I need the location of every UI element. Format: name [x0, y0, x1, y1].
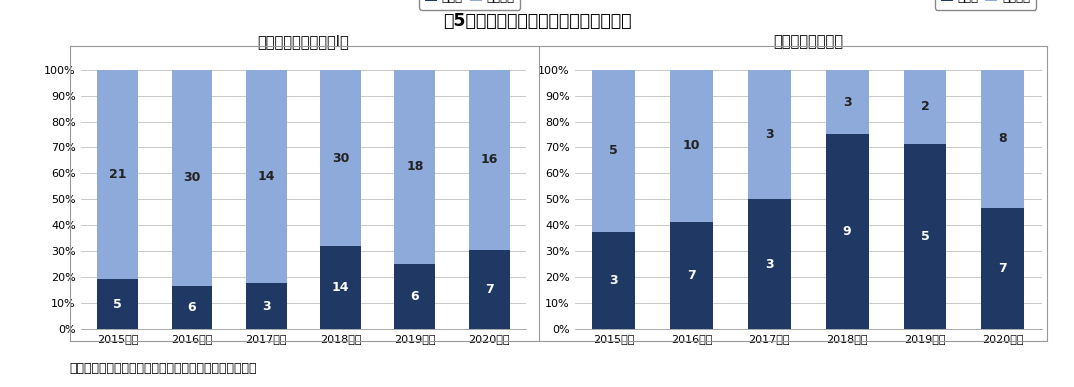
Bar [320, 70, 361, 247]
Bar [826, 70, 869, 134]
Text: 30: 30 [184, 171, 201, 184]
Text: 7: 7 [999, 262, 1007, 275]
Bar [98, 70, 139, 279]
Text: 8: 8 [999, 132, 1007, 145]
Bar [246, 283, 287, 329]
Text: 21: 21 [108, 168, 127, 181]
Bar [394, 70, 435, 264]
Text: 7: 7 [484, 283, 493, 296]
Bar [468, 250, 509, 329]
Bar [468, 70, 509, 250]
Text: 10: 10 [683, 139, 700, 152]
Text: 16: 16 [480, 153, 498, 166]
Text: 18: 18 [406, 160, 423, 173]
Text: 図5　有用性系加算適用状況の年次推移: 図5 有用性系加算適用状況の年次推移 [442, 12, 632, 30]
Bar [670, 222, 713, 329]
Bar [826, 134, 869, 329]
Text: 5: 5 [920, 230, 929, 243]
Bar [670, 70, 713, 222]
Text: 出所：中医協資料をもとに医薬産業政策研究所にて作成: 出所：中医協資料をもとに医薬産業政策研究所にて作成 [70, 362, 258, 375]
Bar [903, 144, 946, 329]
Text: （原価計算方式）: （原価計算方式） [773, 34, 843, 49]
Text: 14: 14 [332, 281, 349, 294]
Text: 30: 30 [332, 152, 349, 164]
Bar [172, 70, 213, 286]
Bar [592, 70, 635, 232]
Text: 14: 14 [258, 170, 275, 183]
Text: 3: 3 [843, 96, 852, 109]
Bar [98, 279, 139, 329]
Text: 3: 3 [765, 128, 773, 141]
Legend: 適用数, 非適用数: 適用数, 非適用数 [935, 0, 1036, 10]
Text: （類似薬効比較方式Ⅰ）: （類似薬効比較方式Ⅰ） [258, 34, 349, 49]
Legend: 適用数, 非適用数: 適用数, 非適用数 [420, 0, 521, 10]
Bar [748, 70, 790, 199]
Bar [592, 232, 635, 329]
Bar [748, 199, 790, 329]
Bar [982, 70, 1025, 208]
Bar [982, 208, 1025, 329]
Bar [903, 70, 946, 144]
Text: 9: 9 [843, 225, 852, 238]
Bar [172, 286, 213, 329]
Text: 5: 5 [609, 144, 618, 157]
Text: 3: 3 [262, 300, 271, 313]
Text: 6: 6 [188, 301, 197, 314]
Text: 3: 3 [765, 258, 773, 271]
Bar [394, 264, 435, 329]
Text: 2: 2 [920, 100, 929, 113]
Bar [320, 247, 361, 329]
Text: 5: 5 [114, 298, 122, 310]
Text: 6: 6 [410, 290, 419, 303]
Text: 7: 7 [687, 269, 696, 282]
Bar [246, 70, 287, 283]
Text: 3: 3 [609, 274, 618, 287]
